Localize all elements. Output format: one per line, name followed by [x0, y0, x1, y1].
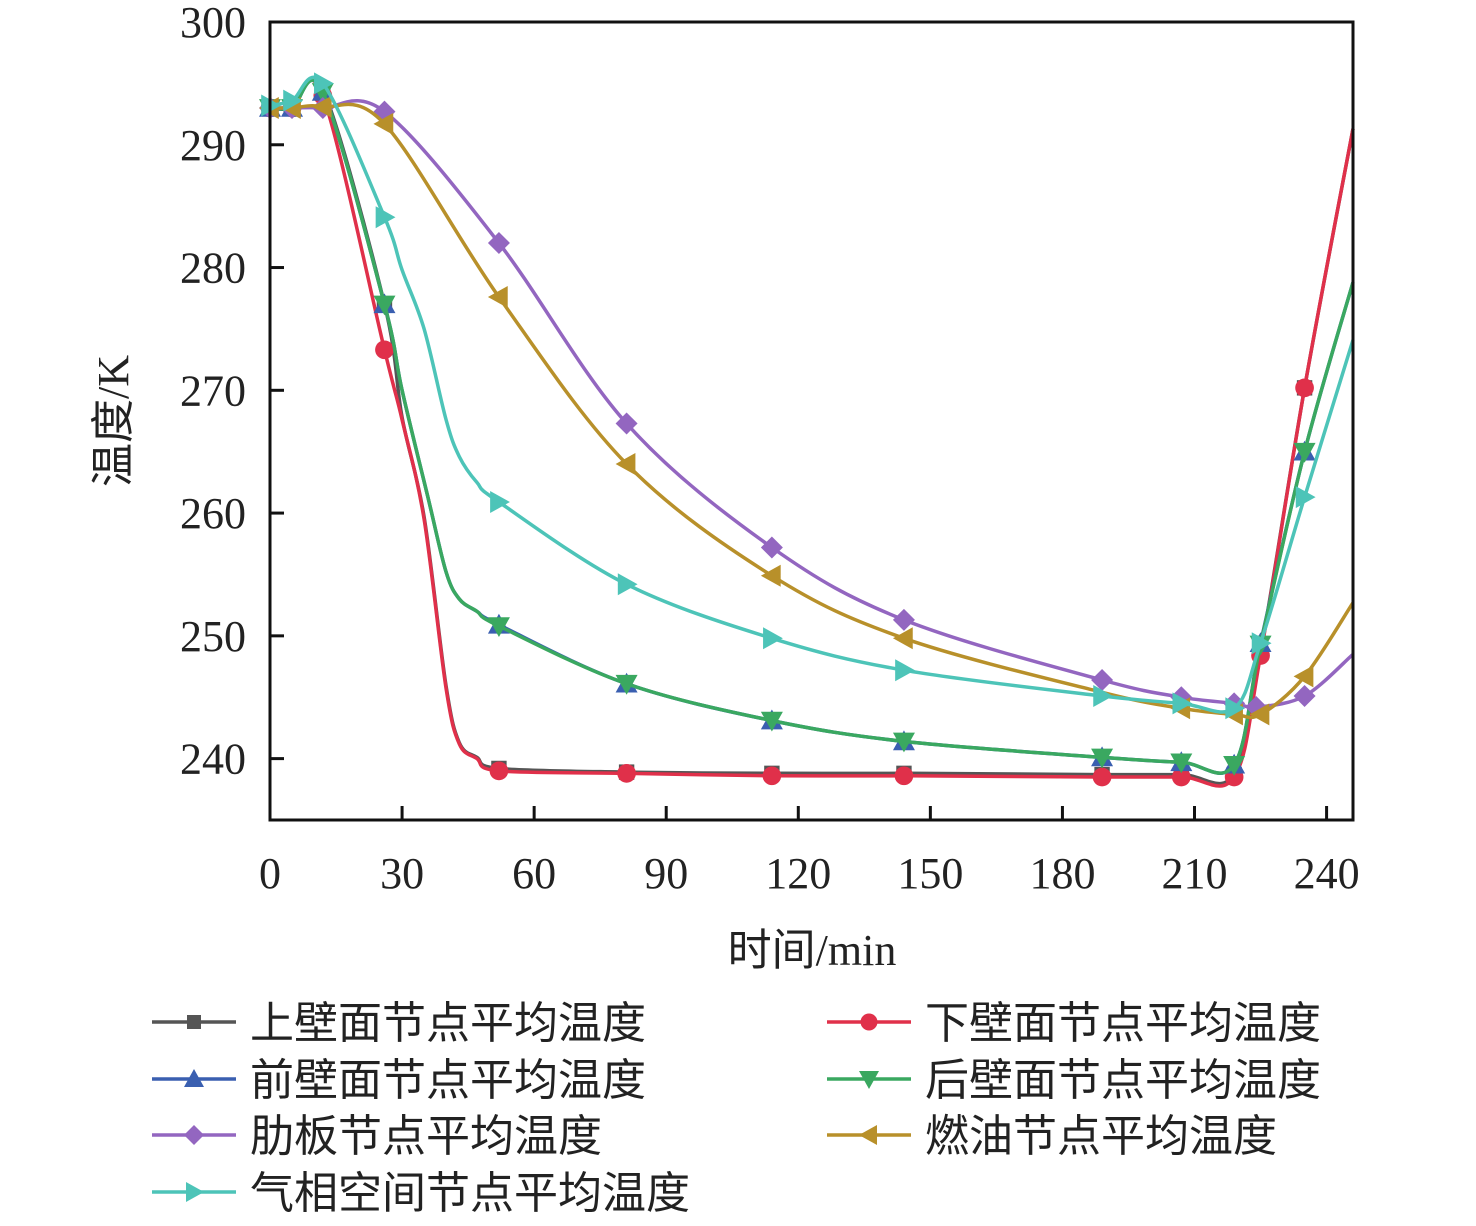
data-point	[1093, 685, 1114, 708]
x-tick-label: 90	[644, 849, 688, 898]
data-point	[892, 732, 915, 753]
data-point	[1170, 753, 1193, 774]
data-point	[487, 617, 510, 638]
data-point	[283, 89, 304, 112]
legend-item: 肋板节点平均温度	[152, 1112, 602, 1161]
data-point	[760, 536, 783, 559]
data-point	[1251, 632, 1272, 655]
data-point	[1091, 748, 1114, 769]
series-6	[259, 95, 1355, 726]
y-axis-label: 温度/K	[89, 355, 138, 487]
x-axis-label: 时间/min	[728, 926, 897, 975]
legend-item: 下壁面节点平均温度	[827, 999, 1321, 1048]
data-point	[615, 412, 638, 435]
legend-item: 后壁面节点平均温度	[827, 1056, 1321, 1105]
legend-marker	[859, 1125, 877, 1145]
data-point	[314, 72, 334, 95]
data-point	[1171, 767, 1191, 787]
y-tick-label: 290	[180, 121, 246, 170]
data-point	[373, 112, 394, 135]
data-point	[375, 340, 394, 360]
axis-ticks: 0 30 60 90 120 150 180 210 240 240 250 260 270 280 290…	[180, 0, 1360, 898]
data-point	[892, 608, 915, 631]
data-point	[373, 295, 396, 316]
y-tick-label: 270	[180, 366, 246, 415]
data-point	[311, 95, 332, 118]
x-tick-label: 30	[380, 849, 424, 898]
legend-label: 前壁面节点平均温度	[250, 1056, 646, 1105]
data-point	[1295, 486, 1316, 509]
legend-marker	[184, 1069, 204, 1087]
data-point	[1293, 665, 1314, 688]
series-layer	[259, 72, 1355, 788]
data-point	[1293, 442, 1316, 463]
data-point	[760, 564, 781, 587]
data-point	[1092, 767, 1112, 787]
data-point	[617, 573, 638, 596]
y-tick-label: 300	[180, 0, 246, 47]
data-point	[1295, 378, 1314, 398]
x-tick-label: 120	[765, 849, 831, 898]
y-tick-label: 260	[180, 489, 246, 538]
legend-label: 上壁面节点平均温度	[250, 999, 646, 1048]
data-point	[1293, 685, 1316, 708]
x-tick-label: 180	[1029, 849, 1095, 898]
data-point	[895, 659, 915, 682]
legend-label: 燃油节点平均温度	[925, 1112, 1277, 1161]
legend-marker	[859, 1071, 879, 1089]
series-line	[269, 76, 1355, 786]
y-tick-label: 240	[180, 735, 246, 784]
series-7	[261, 72, 1355, 720]
x-tick-label: 210	[1162, 849, 1228, 898]
data-point	[892, 627, 913, 650]
data-point	[1249, 703, 1270, 726]
data-point	[894, 766, 914, 786]
y-tick-label: 280	[180, 244, 246, 293]
data-point	[1225, 697, 1246, 720]
series-2	[260, 78, 1355, 788]
data-point	[615, 452, 636, 475]
data-point	[487, 231, 510, 254]
series-line	[269, 78, 1355, 775]
legend-label: 后壁面节点平均温度	[925, 1056, 1321, 1105]
data-point	[1091, 669, 1114, 692]
x-tick-label: 0	[259, 849, 281, 898]
legend-item: 前壁面节点平均温度	[152, 1056, 646, 1105]
data-point	[617, 763, 636, 783]
series-line	[269, 75, 1355, 714]
data-point	[1223, 755, 1246, 776]
legend-marker	[860, 1013, 878, 1031]
series-line	[269, 78, 1355, 775]
legend-item: 上壁面节点平均温度	[152, 999, 646, 1048]
series-3	[259, 78, 1355, 775]
data-point	[760, 711, 783, 732]
data-point	[762, 766, 782, 786]
series-5	[259, 96, 1355, 719]
plot-frame	[268, 20, 1355, 822]
legend-marker	[186, 1182, 204, 1202]
x-tick-label: 150	[897, 849, 963, 898]
data-point	[489, 761, 509, 781]
data-point	[1172, 692, 1193, 715]
data-point	[490, 491, 510, 514]
legend-label: 下壁面节点平均温度	[925, 999, 1321, 1048]
legend-marker	[184, 1125, 204, 1145]
series-line	[269, 102, 1355, 720]
x-tick-label: 240	[1294, 849, 1360, 898]
legend-item: 气相空间节点平均温度	[152, 1169, 690, 1218]
legend-label: 气相空间节点平均温度	[250, 1169, 690, 1218]
data-point	[487, 286, 508, 309]
legend-item: 燃油节点平均温度	[827, 1112, 1277, 1161]
legend-label: 肋板节点平均温度	[250, 1112, 602, 1161]
x-tick-label: 60	[512, 849, 556, 898]
series-4	[259, 78, 1355, 776]
series-line	[269, 78, 1355, 788]
legend-marker	[187, 1015, 201, 1029]
data-point	[763, 627, 783, 650]
data-point	[615, 674, 638, 695]
y-tick-label: 250	[180, 612, 246, 661]
data-point	[375, 206, 396, 229]
